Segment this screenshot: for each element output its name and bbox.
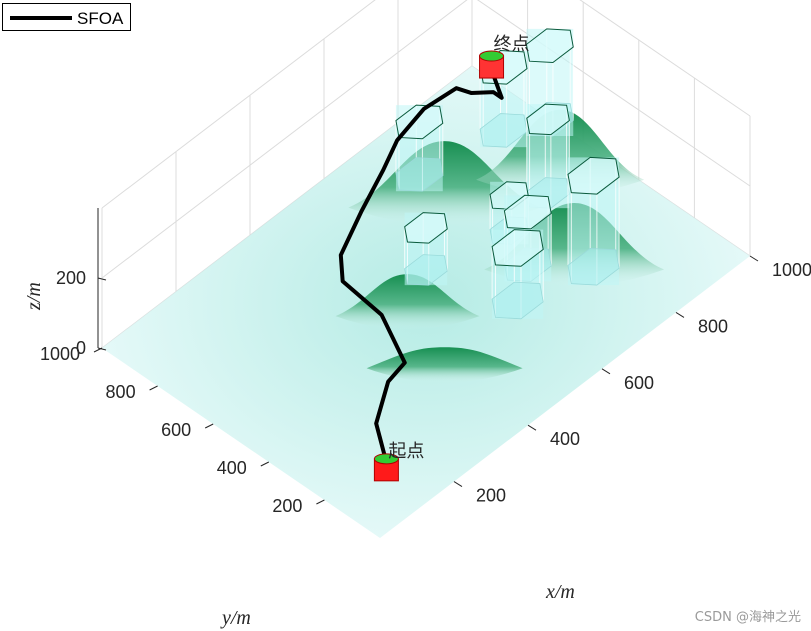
cylinder-base xyxy=(404,254,448,286)
series-line-sfoa xyxy=(338,69,504,463)
goal-marker-cap xyxy=(479,50,505,62)
x-tick-mark xyxy=(527,424,537,431)
z-tick-label: 0 xyxy=(76,338,86,358)
grid-line xyxy=(101,0,751,209)
x-tick-label: 200 xyxy=(476,486,506,506)
y-tick-label: 600 xyxy=(161,420,191,440)
x-tick-label: 1000 xyxy=(772,260,811,280)
y-axis-label: y/m xyxy=(220,607,251,629)
y-tick-mark xyxy=(260,461,270,467)
z-tick-mark xyxy=(97,277,107,281)
y-tick-label: 400 xyxy=(217,458,247,478)
start-label: 起点 xyxy=(388,441,424,462)
z-axis-label: z/m xyxy=(23,282,45,311)
x-axis-label: x/m xyxy=(545,581,575,603)
y-tick-label: 800 xyxy=(106,382,136,402)
legend: SFOA xyxy=(2,3,131,31)
x-tick-label: 600 xyxy=(624,373,654,393)
x-tick-mark xyxy=(601,368,611,375)
cylinder-top xyxy=(525,28,574,64)
grid-line xyxy=(101,0,751,279)
cylinder-top xyxy=(404,212,448,244)
z-tick-mark xyxy=(97,347,107,351)
terrain-peak xyxy=(335,274,480,330)
y-tick-mark xyxy=(149,385,158,391)
cylinder-base xyxy=(395,157,444,192)
legend-label: SFOA xyxy=(77,9,124,28)
x-tick-label: 400 xyxy=(550,429,580,449)
threat-cylinders xyxy=(395,28,620,320)
legend-swatch-line xyxy=(10,16,72,20)
y-tick-label: 1000 xyxy=(40,344,80,364)
cylinder-top xyxy=(526,103,570,136)
cylinder-top xyxy=(503,194,552,230)
terrain-peak xyxy=(366,347,523,383)
x-tick-mark xyxy=(453,481,463,488)
goal-label: 终点 xyxy=(494,34,530,55)
y-tick-label: 200 xyxy=(272,496,302,516)
path-layer xyxy=(338,69,504,463)
cylinder-top xyxy=(567,156,620,195)
cylinder-base xyxy=(567,247,620,286)
cylinder-base xyxy=(491,281,544,320)
x-tick-mark xyxy=(749,255,759,262)
y-tick-mark xyxy=(204,423,214,429)
start-marker-cap xyxy=(373,453,399,465)
x-tick-label: 800 xyxy=(698,316,728,336)
z-tick-label: 200 xyxy=(56,268,86,288)
x-tick-mark xyxy=(675,311,685,318)
cylinder-top xyxy=(491,229,544,267)
watermark-text: CSDN @海神之光 xyxy=(694,610,801,625)
y-tick-mark xyxy=(316,499,325,505)
markers-layer: 起点 终点 xyxy=(373,34,530,482)
